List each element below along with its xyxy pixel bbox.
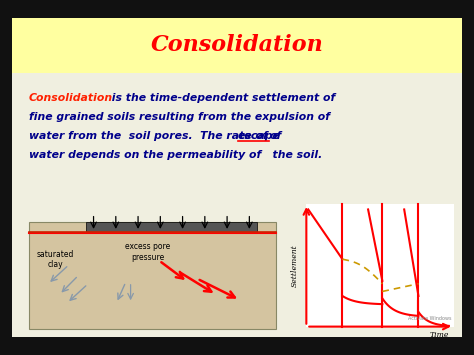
Text: water depends on the permeability of   the soil.: water depends on the permeability of the… bbox=[29, 150, 322, 160]
Text: escape: escape bbox=[238, 131, 281, 141]
Text: Settlement: Settlement bbox=[291, 244, 299, 287]
Text: excess pore
pressure: excess pore pressure bbox=[125, 242, 170, 262]
Bar bbox=[306, 204, 454, 327]
Text: Time: Time bbox=[429, 331, 449, 339]
Bar bbox=[12, 18, 462, 73]
Bar bbox=[86, 222, 257, 233]
Text: of: of bbox=[269, 131, 282, 141]
Text: Activate Windows: Activate Windows bbox=[408, 316, 452, 321]
Bar bbox=[29, 222, 276, 329]
Text: Consolidation: Consolidation bbox=[29, 93, 113, 103]
Text: fine grained soils resulting from the expulsion of: fine grained soils resulting from the ex… bbox=[29, 112, 330, 122]
Bar bbox=[12, 73, 462, 337]
Text: Consolidation: Consolidation bbox=[151, 34, 323, 56]
Text: water from the  soil pores.  The rate of: water from the soil pores. The rate of bbox=[29, 131, 279, 141]
Text: saturated
clay: saturated clay bbox=[37, 250, 74, 269]
Text: is the time-dependent settlement of: is the time-dependent settlement of bbox=[108, 93, 335, 103]
